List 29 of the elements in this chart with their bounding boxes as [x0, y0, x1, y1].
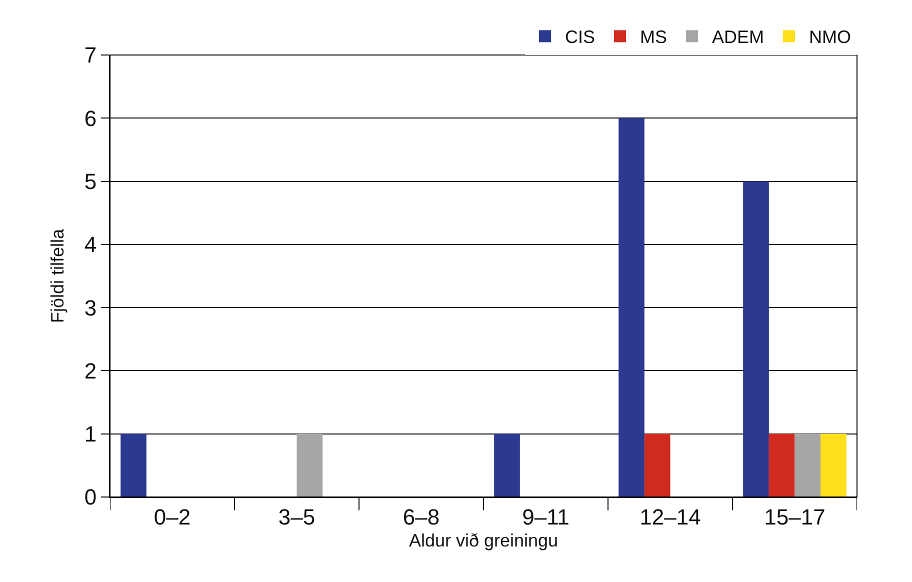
y-tick-label: 7 [84, 42, 97, 68]
x-tick-label: 12–14 [640, 504, 701, 530]
x-tick-label: 3–5 [278, 504, 316, 530]
x-tick-label: 0–2 [154, 504, 191, 530]
legend-label: CIS [565, 27, 596, 48]
bar [296, 434, 323, 497]
y-tick-label: 2 [84, 358, 97, 384]
bar [494, 434, 520, 497]
x-axis-title: Aldur við greiningu [408, 530, 558, 550]
bar [794, 434, 821, 497]
bar [644, 434, 670, 497]
legend-label: MS [640, 27, 668, 48]
y-tick-label: 6 [84, 106, 97, 131]
legend-label: NMO [809, 27, 852, 48]
y-tick-label: 4 [84, 232, 97, 258]
x-tick-label: 6–8 [402, 504, 440, 530]
bar [820, 434, 846, 497]
y-tick-label: 5 [84, 168, 97, 194]
y-tick-label: 0 [84, 484, 97, 510]
bar [768, 434, 795, 497]
y-tick-label: 1 [84, 422, 97, 447]
y-tick-label: 3 [84, 295, 97, 320]
legend-label: ADEM [712, 27, 764, 48]
bar [618, 118, 644, 497]
x-tick-label: 9–11 [522, 504, 570, 530]
bar [120, 434, 146, 497]
y-axis-title: Fjöldi tilfella [48, 228, 68, 324]
x-tick-label: 15–17 [764, 504, 826, 530]
bar [743, 181, 769, 497]
